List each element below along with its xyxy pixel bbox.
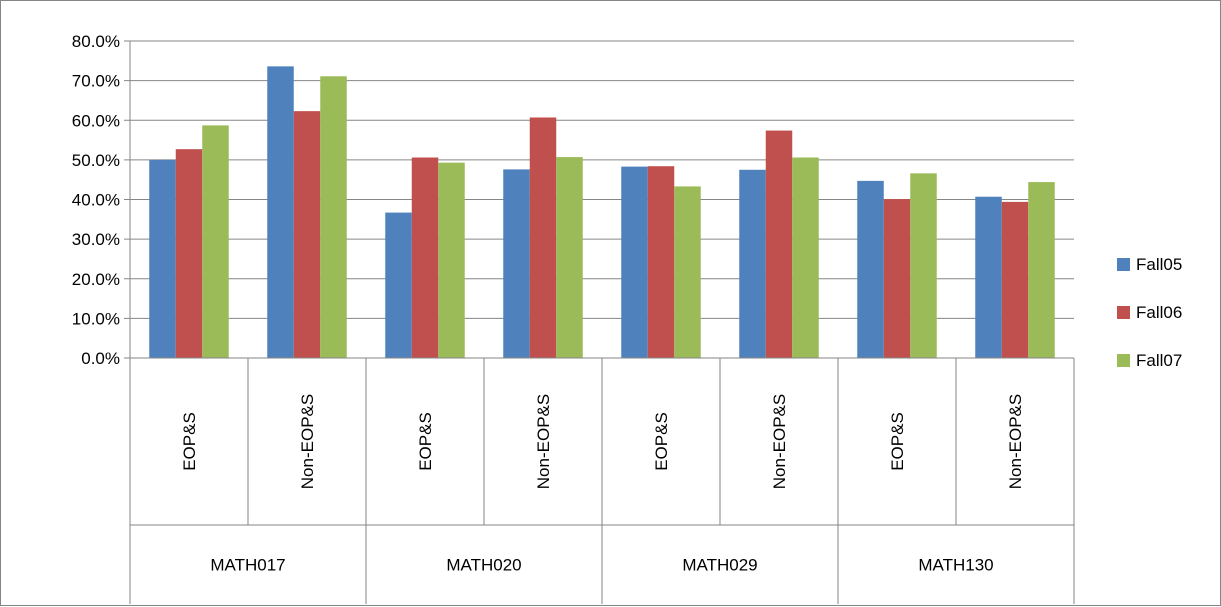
bar-fall05-4 [503,169,530,358]
y-tick-label: 60.0% [72,111,120,130]
category-label: Non-EOP&S [1006,394,1025,489]
category-label: Non-EOP&S [534,394,553,489]
bar-fall06-5 [647,166,675,358]
bar-fall07-8 [1028,182,1055,358]
bar-fall07-4 [556,157,583,358]
group-label: MATH130 [918,556,993,575]
bar-fall06-8 [1001,201,1029,358]
category-label: EOP&S [180,412,199,471]
bar-fall07-2 [320,76,347,359]
category-labels: EOP&S Non-EOP&S EOP&S Non-EOP&S EOP&S Non-EOP… [180,394,1025,489]
bar-fall06-1 [175,149,203,358]
bar-fall06-3 [411,157,439,358]
y-tick-label: 20.0% [72,270,120,289]
bar-fall07-1 [202,125,229,359]
bar-fall05-6 [739,169,766,358]
axes [124,40,1075,604]
group-label: MATH017 [210,556,285,575]
bars [149,66,1055,359]
group-label: MATH029 [682,556,757,575]
legend-label-fall05: Fall05 [1136,255,1182,274]
y-tick-label: 30.0% [72,230,120,249]
legend: Fall05 Fall06 Fall07 [1117,255,1182,370]
bar-fall07-3 [438,162,465,358]
bar-fall05-5 [621,166,648,358]
bar-fall06-6 [765,130,793,358]
legend-swatch-fall06 [1117,306,1130,319]
legend-swatch-fall07 [1117,354,1130,367]
y-tick-labels: 0.0% 10.0% 20.0% 30.0% 40.0% 50.0% 60.0% 70.0% 8… [72,32,120,368]
legend-label-fall07: Fall07 [1136,351,1182,370]
bar-fall07-7 [910,173,937,358]
bar-fall06-2 [293,111,321,358]
category-label: EOP&S [652,412,671,471]
bar-fall05-2 [267,66,294,359]
y-tick-label: 0.0% [81,349,120,368]
category-label: EOP&S [888,412,907,471]
y-tick-label: 50.0% [72,151,120,170]
bar-fall06-7 [883,199,911,358]
y-tick-label: 40.0% [72,191,120,210]
y-tick-label: 80.0% [72,32,120,51]
legend-label-fall06: Fall06 [1136,303,1182,322]
y-tick-label: 70.0% [72,72,120,91]
legend-swatch-fall05 [1117,258,1130,271]
group-label: MATH020 [446,556,521,575]
bar-fall05-7 [857,180,884,358]
bar-fall06-4 [529,117,557,358]
group-labels: MATH017 MATH020 MATH029 MATH130 [210,556,993,575]
bar-fall05-3 [385,212,412,358]
y-tick-label: 10.0% [72,309,120,328]
bar-fall07-5 [674,186,701,358]
bar-fall07-6 [792,157,819,358]
category-label: EOP&S [416,412,435,471]
bar-fall05-8 [975,196,1002,358]
bar-fall05-1 [149,159,176,358]
category-label: Non-EOP&S [298,394,317,489]
category-label: Non-EOP&S [770,394,789,489]
